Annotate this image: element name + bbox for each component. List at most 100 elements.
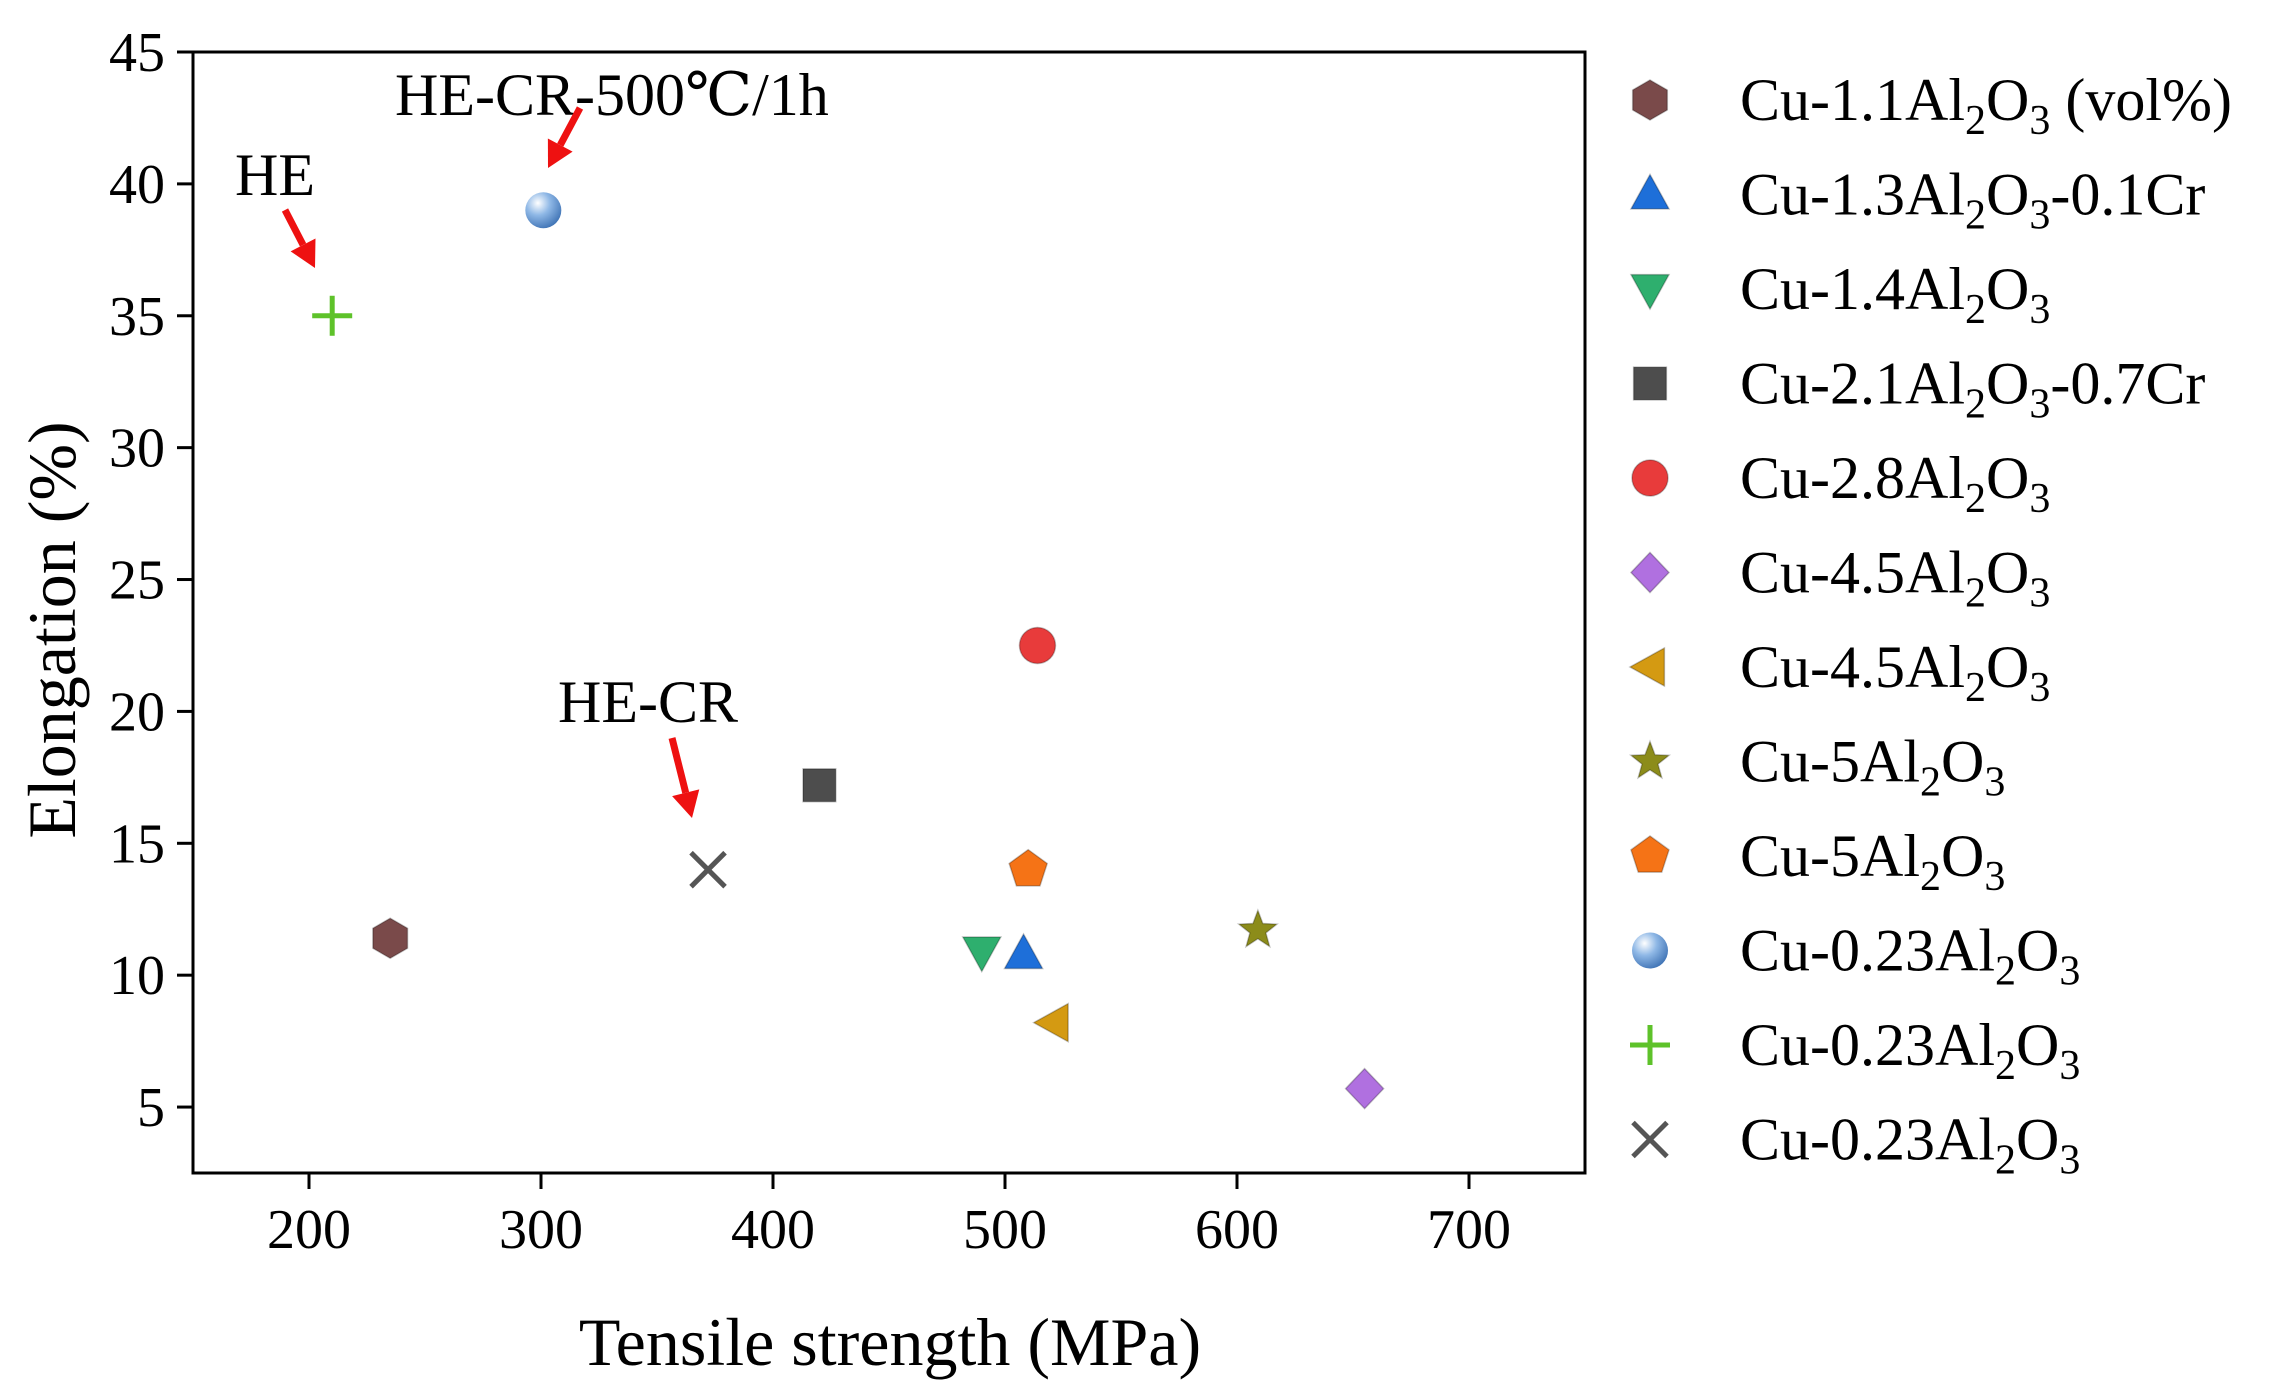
legend-label: Cu-1.1Al2O3 (vol%): [1740, 67, 2232, 144]
legend-label: Cu-1.4Al2O3: [1740, 256, 2050, 333]
diamond-shape: [1344, 1067, 1385, 1110]
sphere-shape: [525, 192, 562, 229]
data-point-circle: [1018, 626, 1057, 665]
triangle-down-shape: [1629, 273, 1671, 311]
legend-entry: Cu-1.4Al2O3: [1629, 256, 2050, 333]
legend-label: Cu-0.23Al2O3: [1740, 1107, 2080, 1184]
x-axis-title: Tensile strength (MPa): [579, 1304, 1201, 1380]
legend-entry: Cu-2.1Al2O3-0.7Cr: [1632, 351, 2205, 428]
legend-entry: Cu-4.5Al2O3: [1629, 540, 2050, 617]
legend-entry: Cu-0.23Al2O3: [1631, 1107, 2080, 1184]
pentagon-shape: [1630, 835, 1670, 873]
x-tick-label: 500: [963, 1199, 1047, 1261]
square-shape: [802, 768, 837, 803]
y-tick-label: 45: [109, 22, 165, 84]
data-point-pentagon: [1008, 848, 1049, 887]
legend-marker-cross: [1631, 1120, 1669, 1159]
triangle-up-shape: [1003, 932, 1044, 970]
legend-marker-square: [1632, 366, 1668, 401]
y-tick-label: 10: [109, 945, 165, 1007]
legend-marker-hexagon: [1631, 79, 1669, 121]
annotation-arrow-shaft: [281, 208, 307, 247]
y-tick-label: 35: [109, 286, 165, 348]
star-shape: [1628, 739, 1672, 780]
legend-entry: Cu-4.5Al2O3: [1628, 634, 2050, 711]
legend-label: Cu-4.5Al2O3: [1740, 540, 2050, 617]
legend-marker-plus: [1630, 1025, 1670, 1065]
legend-marker-sphere: [1632, 932, 1668, 969]
annotation-arrow-head: [290, 238, 316, 268]
data-point-cross: [689, 850, 727, 889]
circle-shape: [1018, 626, 1057, 665]
cross-stroke-b: [689, 850, 727, 889]
legend-marker-triangle-down: [1629, 273, 1671, 311]
plot-frame: [191, 50, 1587, 1175]
legend-marker-triangle-left: [1628, 646, 1666, 688]
y-tick-label: 40: [109, 154, 165, 216]
triangle-up-shape: [1629, 172, 1671, 210]
legend-entry: Cu-2.8Al2O3: [1631, 445, 2050, 522]
star-shape: [1236, 908, 1279, 949]
legend-label: Cu-2.8Al2O3: [1740, 445, 2050, 522]
y-tick-label: 30: [109, 418, 165, 480]
sphere-shape: [1632, 932, 1668, 969]
legend-label: Cu-5Al2O3: [1740, 729, 2005, 806]
hexagon-shape: [1631, 79, 1669, 121]
data-point-triangle-down: [961, 936, 1003, 973]
legend-label: Cu-1.3Al2O3-0.1Cr: [1740, 162, 2205, 239]
pentagon-shape: [1008, 848, 1049, 887]
data-point-plus: [312, 295, 353, 336]
legend-marker-circle: [1631, 459, 1669, 497]
annotation-label: HE-CR: [558, 669, 738, 735]
legend-label: Cu-0.23Al2O3: [1740, 1012, 2080, 1089]
y-tick-label: 15: [109, 813, 165, 875]
data-point-diamond: [1344, 1067, 1385, 1110]
legend-entry: Cu-5Al2O3: [1630, 823, 2005, 900]
plot-area: [312, 192, 1385, 1110]
x-tick-label: 700: [1427, 1199, 1511, 1261]
annotation-arrow-shaft: [557, 106, 584, 147]
legend-entry: Cu-0.23Al2O3: [1632, 918, 2080, 995]
legend-entry: Cu-0.23Al2O3: [1630, 1012, 2080, 1089]
legend-label: Cu-0.23Al2O3: [1740, 918, 2080, 995]
y-tick-label: 5: [137, 1077, 165, 1139]
legend-label: Cu-2.1Al2O3-0.7Cr: [1740, 351, 2205, 428]
data-point-star: [1236, 908, 1279, 949]
data-point-hexagon: [372, 917, 409, 960]
data-point-triangle-up: [1003, 932, 1044, 970]
annotation-label: HE-CR-500℃/1h: [395, 62, 829, 128]
annotations: HE-CR-500℃/1h HE HE-CR: [235, 62, 829, 818]
diamond-shape: [1629, 551, 1671, 594]
hexagon-shape: [372, 917, 409, 960]
legend-entry: Cu-1.1Al2O3 (vol%): [1631, 67, 2232, 144]
x-tick-label: 300: [499, 1199, 583, 1261]
annotation-label: HE: [235, 142, 315, 208]
legend-marker-star: [1628, 739, 1672, 780]
square-shape: [1632, 366, 1668, 401]
y-tick-label: 20: [109, 681, 165, 743]
axes: 200 300 400 500 600 700 5 10 15 20 25 30 35 40 45: [109, 22, 1587, 1261]
annotation-arrow-head: [672, 789, 700, 818]
y-tick-label: 25: [109, 550, 165, 612]
legend-marker-pentagon: [1630, 835, 1670, 873]
legend-entry: Cu-5Al2O3: [1628, 729, 2005, 806]
legend-marker-diamond: [1629, 551, 1671, 594]
triangle-left-shape: [1628, 646, 1666, 688]
cross-stroke-b: [1631, 1120, 1669, 1159]
triangle-left-shape: [1032, 1002, 1069, 1043]
legend-entry: Cu-1.3Al2O3-0.1Cr: [1629, 162, 2205, 239]
circle-shape: [1631, 459, 1669, 497]
annotation-arrow-shaft: [668, 737, 690, 794]
data-point-square: [802, 768, 837, 803]
legend-label: Cu-5Al2O3: [1740, 823, 2005, 900]
x-tick-label: 600: [1195, 1199, 1279, 1261]
triangle-down-shape: [961, 936, 1003, 973]
data-point-triangle-left: [1032, 1002, 1069, 1043]
x-tick-label: 200: [267, 1199, 351, 1261]
legend-label: Cu-4.5Al2O3: [1740, 634, 2050, 711]
legend: Cu-1.1Al2O3 (vol%) Cu-1.3Al2O3-0.1Cr Cu-1.…: [1628, 67, 2232, 1184]
y-axis-title: Elongation (%): [14, 421, 90, 838]
x-tick-label: 400: [731, 1199, 815, 1261]
annotation-arrow-head: [547, 138, 573, 168]
